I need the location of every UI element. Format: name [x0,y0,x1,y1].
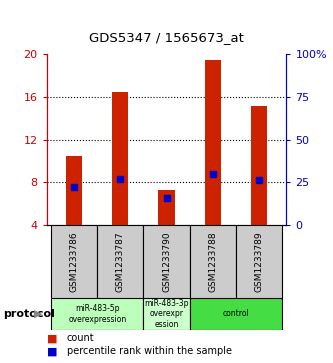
Bar [251,106,267,225]
Text: ▶: ▶ [34,309,43,319]
Bar [236,225,282,298]
Bar [144,225,189,298]
Text: count: count [67,334,94,343]
Text: ■: ■ [47,346,57,356]
Text: GSM1233789: GSM1233789 [254,231,263,292]
Text: GSM1233790: GSM1233790 [162,231,171,292]
Bar [204,60,221,225]
Bar [66,156,82,225]
Text: GSM1233788: GSM1233788 [208,231,217,292]
Bar [189,298,282,330]
Bar [51,225,97,298]
Text: GSM1233787: GSM1233787 [116,231,125,292]
Text: GSM1233786: GSM1233786 [70,231,79,292]
Text: miR-483-3p
overexpr
ession: miR-483-3p overexpr ession [144,299,189,329]
Text: GDS5347 / 1565673_at: GDS5347 / 1565673_at [89,30,244,44]
Text: ■: ■ [47,334,57,343]
Bar [159,190,174,225]
Text: control: control [222,310,249,318]
Bar [97,225,144,298]
Text: percentile rank within the sample: percentile rank within the sample [67,346,231,356]
Bar [112,92,129,225]
Text: protocol: protocol [3,309,55,319]
Text: miR-483-5p
overexpression: miR-483-5p overexpression [68,304,127,324]
Bar [189,225,236,298]
Bar [144,298,189,330]
Bar [51,298,144,330]
